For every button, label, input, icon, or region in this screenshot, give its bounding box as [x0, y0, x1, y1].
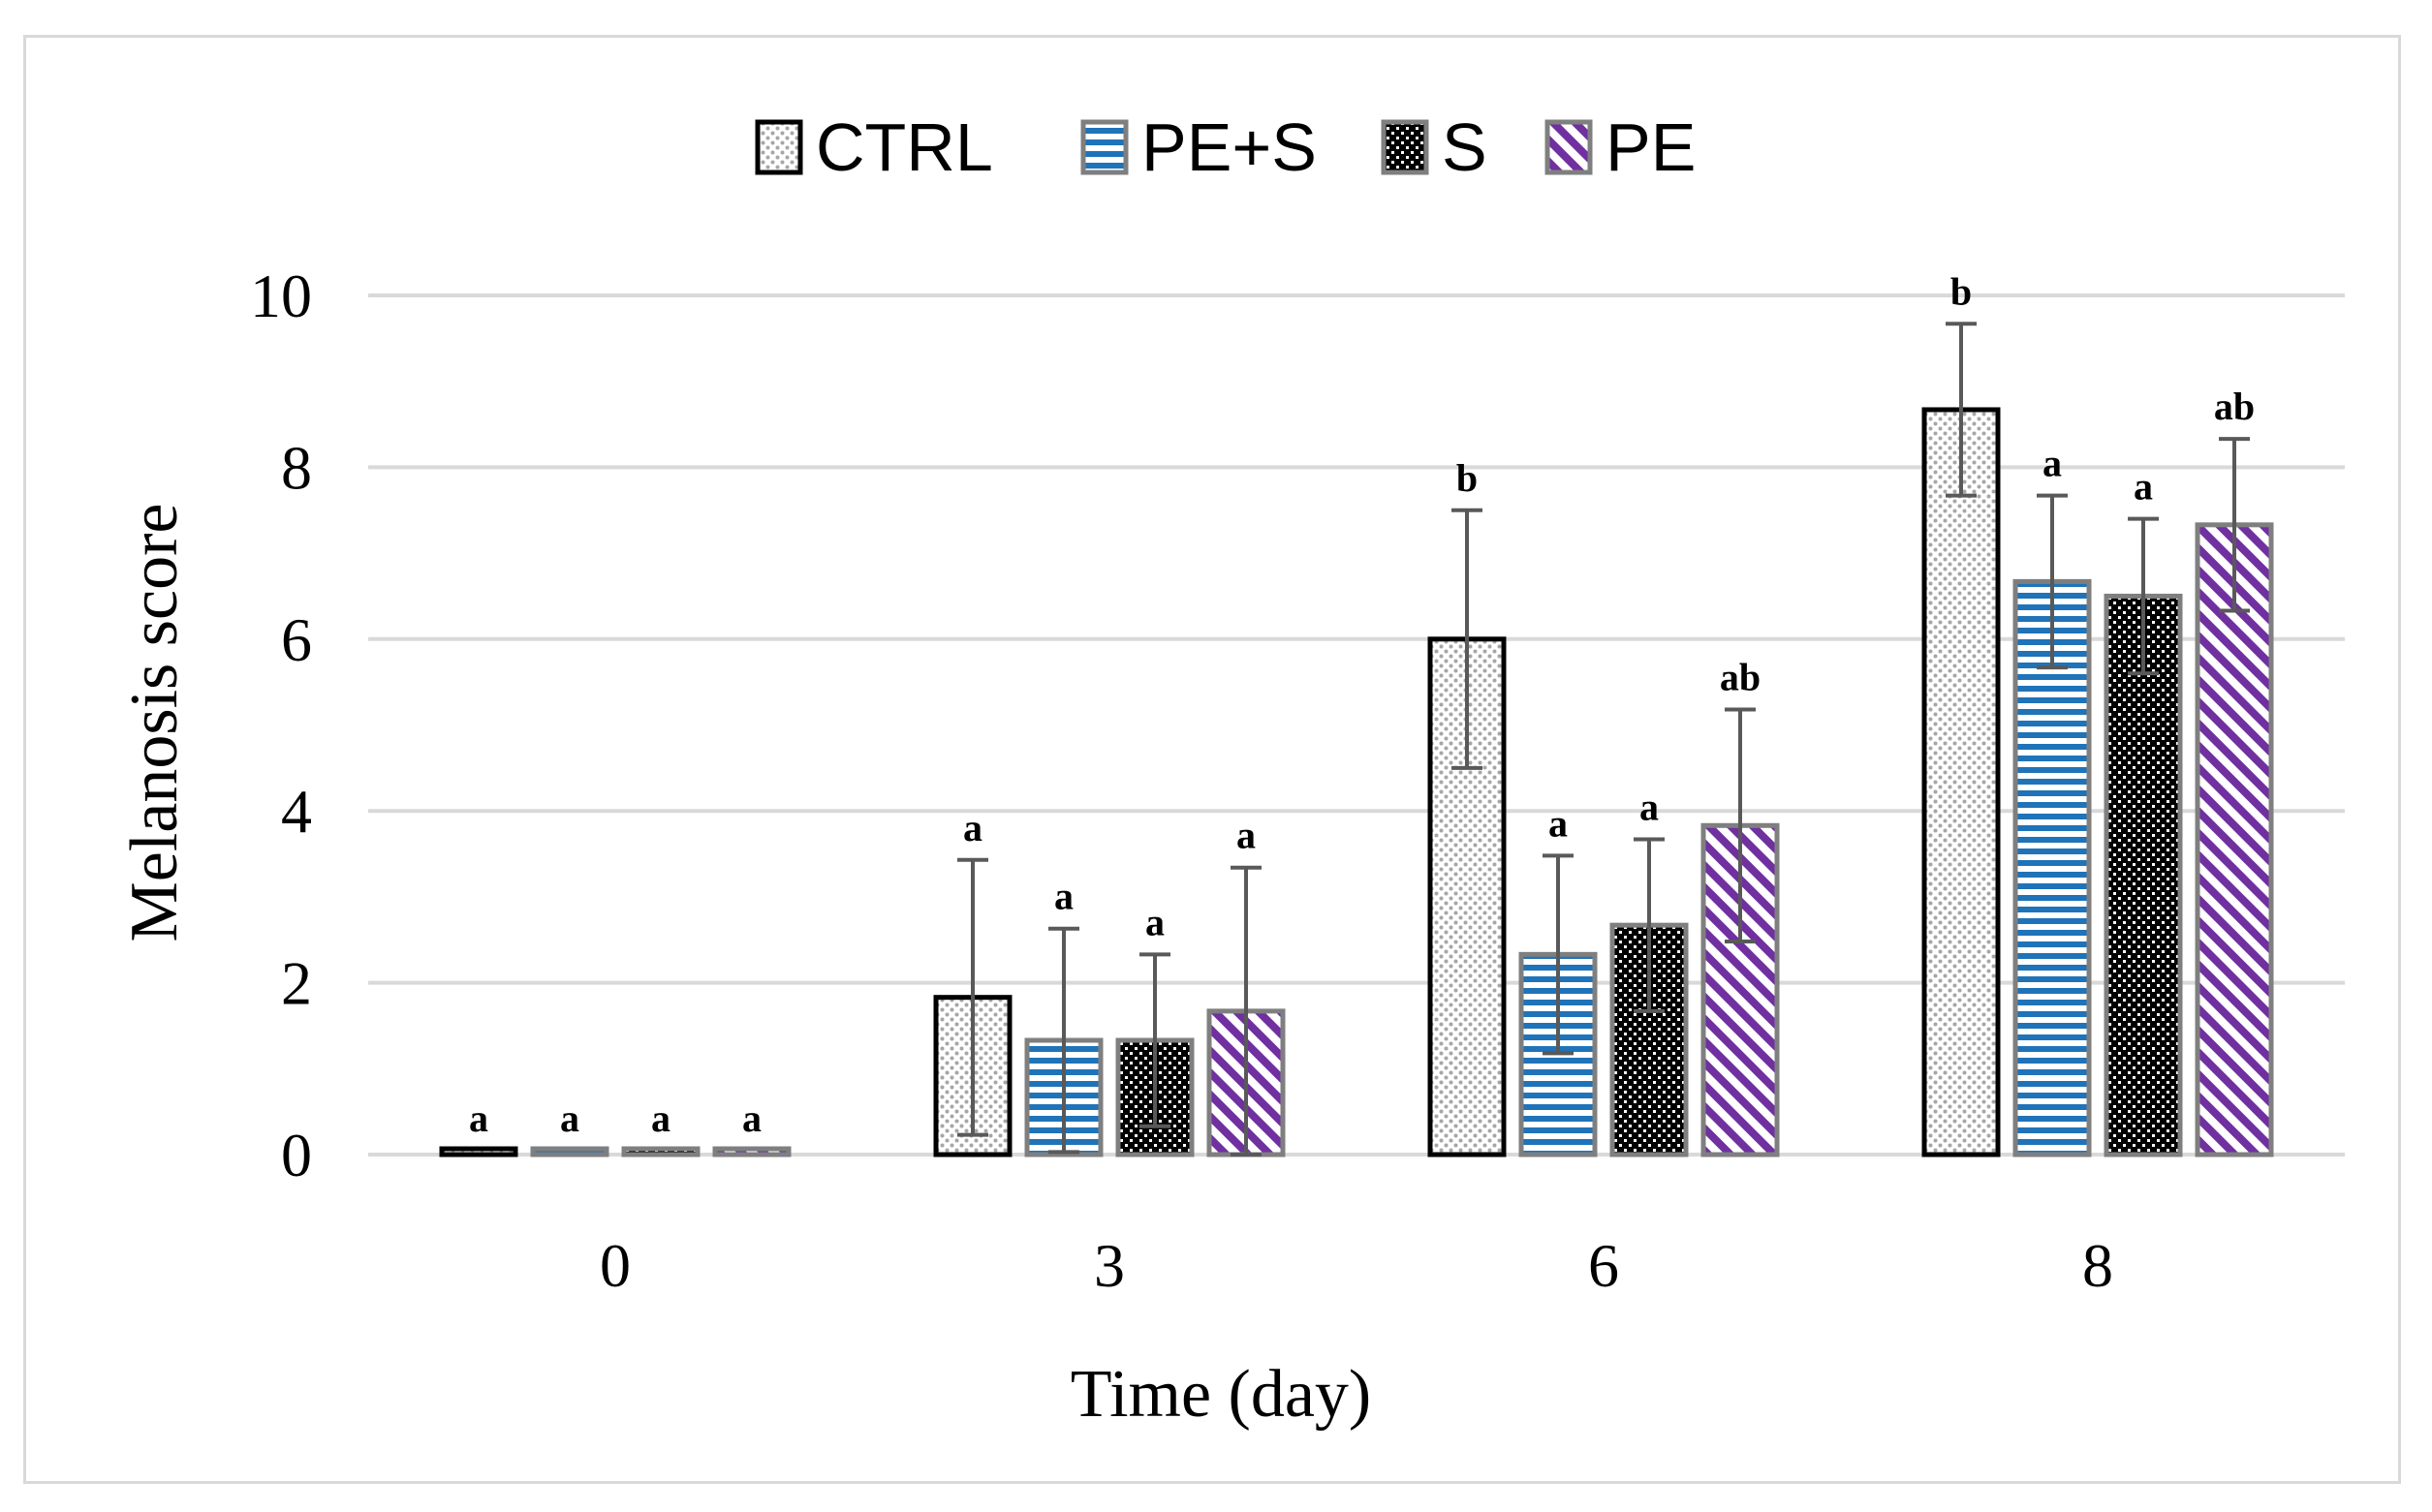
x-axis-ticks: 0 3 6 8 — [600, 1231, 2113, 1300]
significance-label: a — [1054, 875, 1074, 918]
legend-swatch — [1381, 119, 1429, 175]
bar-s — [2104, 593, 2183, 1157]
bar-pe-s — [530, 1146, 609, 1157]
significance-label: a — [1548, 801, 1568, 845]
significance-label: a — [651, 1096, 670, 1140]
significance-label: a — [2042, 442, 2062, 485]
legend-label: S — [1442, 109, 1487, 185]
x-axis-title: Time (day) — [1071, 1357, 1371, 1432]
significance-label: a — [1639, 785, 1659, 828]
significance-label: ab — [2214, 385, 2255, 428]
x-tick-label: 3 — [1094, 1231, 1125, 1300]
legend: CTRL PE+S S PE — [755, 109, 1696, 185]
bar-ctrl — [439, 1146, 518, 1157]
x-tick-label: 6 — [1588, 1231, 1619, 1300]
significance-label: a — [963, 806, 982, 849]
significance-label: b — [1456, 456, 1478, 500]
bar-pe — [2195, 522, 2274, 1157]
y-axis-ticks: 0 2 4 6 8 10 — [250, 262, 312, 1189]
y-tick-label: 8 — [281, 433, 312, 502]
significance-label: a — [469, 1096, 488, 1140]
legend-label: CTRL — [816, 109, 993, 185]
error-bars — [957, 322, 2250, 1157]
y-tick-label: 10 — [250, 262, 312, 330]
legend-swatch — [755, 119, 803, 175]
bar-ctrl — [1921, 407, 2001, 1157]
bars — [439, 407, 2274, 1157]
significance-label: b — [1950, 269, 1972, 313]
legend-label: PE — [1606, 109, 1696, 185]
bar-s — [621, 1146, 701, 1157]
significance-label: a — [1145, 900, 1165, 943]
x-tick-label: 8 — [2082, 1231, 2113, 1300]
y-axis-title: Melanosis score — [117, 504, 192, 942]
bar-pe-s — [2012, 578, 2092, 1157]
significance-label: a — [742, 1096, 762, 1140]
y-tick-label: 4 — [281, 777, 312, 846]
x-tick-label: 0 — [600, 1231, 631, 1300]
legend-swatch — [1080, 119, 1129, 175]
significance-label: a — [2134, 465, 2153, 509]
significance-label: a — [560, 1096, 579, 1140]
y-tick-label: 6 — [281, 605, 312, 674]
chart-frame — [23, 35, 2401, 1484]
significance-label: ab — [1720, 656, 1761, 699]
legend-label: PE+S — [1141, 109, 1317, 185]
y-tick-label: 2 — [281, 949, 312, 1018]
significance-label: a — [1236, 814, 1256, 857]
y-tick-label: 0 — [281, 1121, 312, 1189]
legend-swatch — [1544, 119, 1593, 175]
bar-pe — [712, 1146, 792, 1157]
